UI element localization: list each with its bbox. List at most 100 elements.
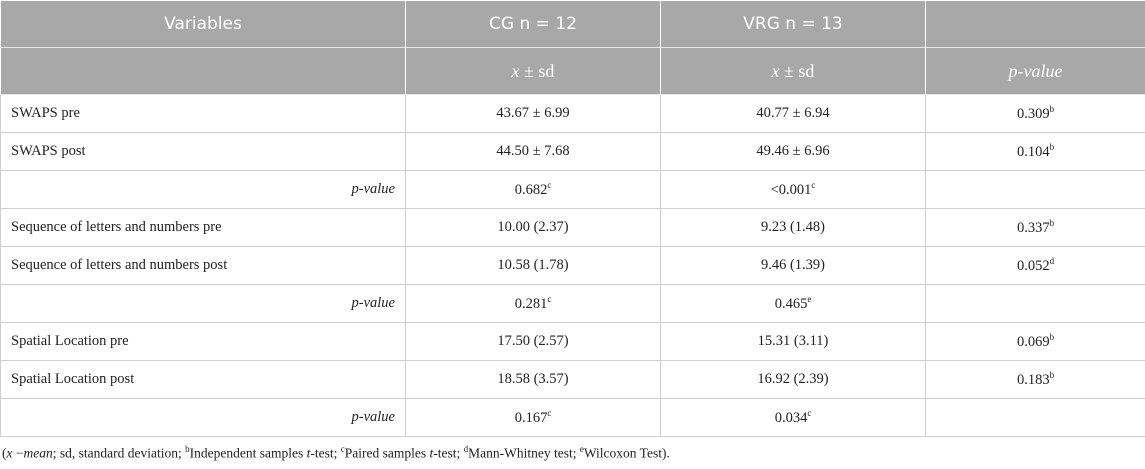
cell-sup: b — [1050, 104, 1055, 114]
cell-text: 44.50 ± 7.68 — [496, 143, 569, 159]
cell: 44.50 ± 7.68 — [406, 133, 661, 171]
fn: Mann-Whitney test; — [468, 446, 580, 461]
fn: Paired samples — [345, 446, 430, 461]
header-cell: VRG n = 13 — [661, 1, 926, 48]
row: Sequence of letters and numbers pre 10.00… — [1, 209, 1145, 247]
cell: 9.46 (1.39) — [661, 247, 926, 285]
row: SWAPS pre 43.67 ± 6.99 40.77 ± 6.94 0.309b — [1, 95, 1145, 133]
header-cell: CG n = 12 — [406, 1, 661, 48]
cell-text: <0.001 — [771, 182, 812, 198]
cell-text: 0.167 — [515, 410, 548, 426]
cell-text: 0.104 — [1017, 144, 1050, 160]
row: SWAPS post 44.50 ± 7.68 49.46 ± 6.96 0.104b — [1, 133, 1145, 171]
header-text: ± sd — [520, 61, 555, 81]
cell-text: 10.00 (2.37) — [497, 219, 568, 235]
cell: 0.281c — [406, 285, 661, 323]
test-label: p-value — [1, 285, 406, 323]
cell: 0.069b — [926, 323, 1145, 361]
cell-sup: c — [807, 408, 811, 418]
cell: 0.682c — [406, 171, 661, 209]
cell-text: 0.183 — [1017, 372, 1050, 388]
fn: mean — [24, 446, 53, 461]
header-row: Variables CG n = 12 VRG n = 13 — [1, 1, 1145, 48]
cell-text: 9.23 (1.48) — [761, 219, 825, 235]
cell-sup: b — [1050, 332, 1055, 342]
header-text: p-value — [1009, 61, 1063, 81]
row-label: Spatial Location post — [1, 361, 406, 399]
footnote: (x −mean; sd, standard deviation; bIndep… — [0, 437, 1145, 469]
results-table: Variables CG n = 12 VRG n = 13 x ± sd x … — [0, 0, 1145, 437]
cell — [926, 171, 1145, 209]
cell-sup: c — [547, 180, 551, 190]
header-text: x — [512, 61, 520, 81]
cell-text: 16.92 (2.39) — [757, 371, 828, 387]
cell-text: 10.58 (1.78) — [497, 257, 568, 273]
cell-text: 15.31 (3.11) — [758, 333, 829, 349]
row-label: Sequence of letters and numbers pre — [1, 209, 406, 247]
cell-sup: b — [1050, 142, 1055, 152]
cell: 40.77 ± 6.94 — [661, 95, 926, 133]
fn: Independent samples — [190, 446, 307, 461]
cell: 16.92 (2.39) — [661, 361, 926, 399]
cell: 0.465e — [661, 285, 926, 323]
cell-text: 0.034 — [775, 410, 808, 426]
cell-text: 17.50 (2.57) — [497, 333, 568, 349]
header-cell: Variables — [1, 1, 406, 48]
cell: 0.309b — [926, 95, 1145, 133]
cell-sup: b — [1050, 218, 1055, 228]
fn: -test; — [310, 446, 340, 461]
fn: − — [13, 446, 24, 461]
cell-sup: b — [1050, 370, 1055, 380]
cell: 0.337b — [926, 209, 1145, 247]
cell-sup: d — [1050, 256, 1055, 266]
cell-text: 0.337 — [1017, 220, 1050, 236]
row-label: Spatial Location pre — [1, 323, 406, 361]
cell: <0.001c — [661, 171, 926, 209]
cell-text: 9.46 (1.39) — [761, 257, 825, 273]
cell-sup: c — [811, 180, 815, 190]
cell: 43.67 ± 6.99 — [406, 95, 661, 133]
header-cell — [1, 48, 406, 95]
cell: 0.104b — [926, 133, 1145, 171]
cell-text: 0.052 — [1017, 258, 1050, 274]
cell-text: 40.77 ± 6.94 — [756, 105, 829, 121]
fn: ; sd, standard deviation; — [53, 446, 185, 461]
cell-text: 0.682 — [515, 182, 548, 198]
cell-text: 49.46 ± 6.96 — [756, 143, 829, 159]
cell: 0.167c — [406, 399, 661, 437]
cell: 0.052d — [926, 247, 1145, 285]
cell-text: 0.281 — [515, 296, 548, 312]
row-label: SWAPS post — [1, 133, 406, 171]
cell: 18.58 (3.57) — [406, 361, 661, 399]
cell: 10.00 (2.37) — [406, 209, 661, 247]
cell-text: 0.069 — [1017, 334, 1050, 350]
cell: 0.183b — [926, 361, 1145, 399]
row-label: Sequence of letters and numbers post — [1, 247, 406, 285]
header-row: x ± sd x ± sd p-value — [1, 48, 1145, 95]
header-text: x — [772, 61, 780, 81]
header-cell: x ± sd — [661, 48, 926, 95]
cell-text: 43.67 ± 6.99 — [496, 105, 569, 121]
header-cell: p-value — [926, 48, 1145, 95]
row: Sequence of letters and numbers post 10.5… — [1, 247, 1145, 285]
cell: 49.46 ± 6.96 — [661, 133, 926, 171]
cell-sup: e — [807, 294, 811, 304]
header-cell: x ± sd — [406, 48, 661, 95]
row: Spatial Location pre 17.50 (2.57) 15.31 (3… — [1, 323, 1145, 361]
cell-text: 0.465 — [775, 296, 808, 312]
test-label: p-value — [1, 171, 406, 209]
row-label: SWAPS pre — [1, 95, 406, 133]
cell-text: 0.309 — [1017, 106, 1050, 122]
test-label: p-value — [1, 399, 406, 437]
cell: 0.034c — [661, 399, 926, 437]
header-cell — [926, 1, 1145, 48]
header-text: ± sd — [780, 61, 815, 81]
cell-sup: c — [547, 294, 551, 304]
fn: Wilcoxon Test). — [584, 446, 670, 461]
